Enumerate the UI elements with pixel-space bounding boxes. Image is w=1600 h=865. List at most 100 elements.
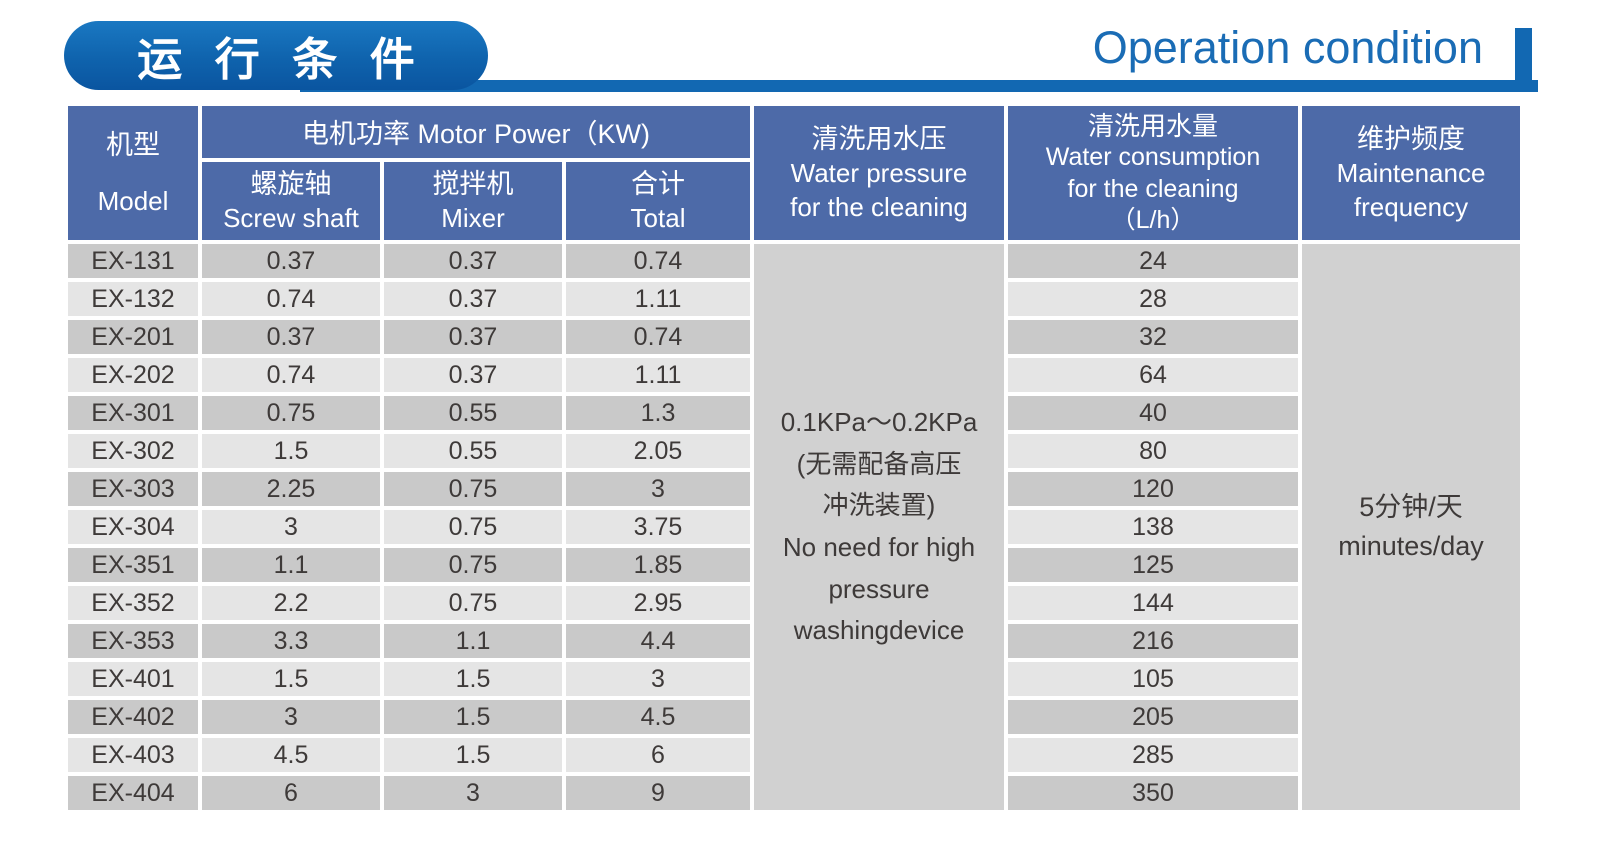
col-header-water-consumption-en2: for the cleaning — [1067, 174, 1239, 203]
table-row: EX-201 0.37 0.37 0.74 32 — [68, 320, 1520, 354]
total-cell: 9 — [566, 776, 751, 810]
table-row: EX-402 3 1.5 4.5 205 — [68, 700, 1520, 734]
model-cell: EX-202 — [68, 358, 198, 392]
water-consumption-cell: 40 — [1008, 396, 1299, 430]
model-cell: EX-401 — [68, 662, 198, 696]
page-title-en: Operation condition — [1092, 22, 1483, 73]
total-cell: 0.74 — [566, 244, 751, 278]
total-cell: 3 — [566, 472, 751, 506]
total-cell: 2.05 — [566, 434, 751, 468]
model-cell: EX-402 — [68, 700, 198, 734]
total-cell: 6 — [566, 738, 751, 772]
model-cell: EX-352 — [68, 586, 198, 620]
table-row: EX-301 0.75 0.55 1.3 40 — [68, 396, 1520, 430]
water-pressure-note-cell-line: pressure — [828, 573, 930, 604]
model-cell: EX-403 — [68, 738, 198, 772]
screw-shaft-cell: 1.5 — [202, 434, 380, 468]
screw-shaft-cell: 2.25 — [202, 472, 380, 506]
table-header: 机型 Model 电机功率 Motor Power（KW) 清洗用水压 Wate… — [68, 106, 1521, 240]
mixer-cell: 1.5 — [384, 738, 562, 772]
model-cell: EX-353 — [68, 624, 198, 658]
col-header-water-pressure: 清洗用水压 Water pressure for the cleaning — [754, 106, 1005, 240]
mixer-cell: 0.37 — [384, 320, 562, 354]
col-header-screw-shaft-zh: 螺旋轴 — [250, 168, 332, 199]
table-row: EX-304 3 0.75 3.75 138 — [68, 510, 1520, 544]
model-cell: EX-301 — [68, 396, 198, 430]
col-header-mixer-zh: 搅拌机 — [432, 168, 514, 199]
screw-shaft-cell: 6 — [202, 776, 380, 810]
col-header-water-consumption: 清洗用水量 Water consumption for the cleaning… — [1008, 106, 1299, 240]
col-header-screw-shaft-en: Screw shaft — [223, 203, 359, 234]
col-header-water-consumption-zh: 清洗用水量 — [1088, 110, 1219, 141]
water-pressure-note-cell-line: (无需配备高压 — [796, 448, 962, 479]
water-pressure-note-cell-line: No need for high — [782, 532, 976, 562]
mixer-cell: 3 — [384, 776, 562, 810]
col-header-motor-power: 电机功率 Motor Power（KW) — [202, 106, 751, 158]
table-row: EX-302 1.5 0.55 2.05 80 — [68, 434, 1520, 468]
water-consumption-cell: 28 — [1008, 282, 1299, 316]
table-row: EX-352 2.2 0.75 2.95 144 — [68, 586, 1520, 620]
screw-shaft-cell: 0.74 — [202, 282, 380, 316]
mixer-cell: 0.75 — [384, 548, 562, 582]
header-accent-end-bar — [1515, 28, 1532, 92]
model-cell: EX-201 — [68, 320, 198, 354]
screw-shaft-cell: 0.37 — [202, 320, 380, 354]
water-consumption-cell: 285 — [1008, 738, 1299, 772]
total-cell: 3 — [566, 662, 751, 696]
col-header-total: 合计 Total — [566, 161, 751, 240]
screw-shaft-cell: 1.1 — [202, 548, 380, 582]
water-pressure-note-cell-line: washingdevice — [793, 615, 965, 646]
water-consumption-cell: 24 — [1008, 244, 1299, 278]
screw-shaft-cell: 0.75 — [202, 396, 380, 430]
total-cell: 4.4 — [566, 624, 751, 658]
water-consumption-cell: 32 — [1008, 320, 1299, 354]
total-cell: 0.74 — [566, 320, 751, 354]
mixer-cell: 1.1 — [384, 624, 562, 658]
table-row: EX-303 2.25 0.75 3 120 — [68, 472, 1520, 506]
total-cell: 1.11 — [566, 282, 751, 316]
page-header: 运 行 条 件 Operation condition — [0, 0, 1600, 100]
model-cell: EX-351 — [68, 548, 198, 582]
model-cell: EX-131 — [68, 244, 198, 278]
water-pressure-note-cell: 0.1KPa～0.2KPa (无需配备高压 冲洗装置) No need for hig… — [754, 244, 1005, 810]
col-header-model-zh: 机型 — [106, 130, 160, 161]
screw-shaft-cell: 2.2 — [202, 586, 380, 620]
col-header-water-pressure-zh: 清洗用水压 — [811, 123, 947, 154]
table-row: EX-403 4.5 1.5 6 285 — [68, 738, 1520, 772]
col-header-total-zh: 合计 — [631, 168, 685, 199]
water-pressure-note-cell-line: 0.1KPa～0.2KPa — [780, 407, 978, 438]
water-consumption-cell: 80 — [1008, 434, 1299, 468]
screw-shaft-cell: 3 — [202, 700, 380, 734]
water-consumption-cell: 144 — [1008, 586, 1299, 620]
mixer-cell: 0.75 — [384, 586, 562, 620]
mixer-cell: 0.75 — [384, 472, 562, 506]
col-header-maintenance-zh: 维护频度 — [1357, 123, 1466, 154]
screw-shaft-cell: 0.37 — [202, 244, 380, 278]
col-header-water-consumption-unit: （L/h） — [1110, 205, 1196, 234]
screw-shaft-cell: 0.74 — [202, 358, 380, 392]
total-cell: 1.3 — [566, 396, 751, 430]
col-header-maintenance-en2: frequency — [1353, 192, 1469, 223]
water-consumption-cell: 64 — [1008, 358, 1299, 392]
water-consumption-cell: 350 — [1008, 776, 1299, 810]
col-header-mixer-en: Mixer — [441, 203, 505, 234]
col-header-maintenance: 维护频度 Maintenance frequency — [1302, 106, 1521, 240]
mixer-cell: 0.37 — [384, 358, 562, 392]
col-header-screw-shaft: 螺旋轴 Screw shaft — [202, 161, 380, 240]
header-accent-line — [300, 80, 1538, 92]
mixer-cell: 1.5 — [384, 662, 562, 696]
col-header-water-pressure-en2: for the cleaning — [790, 192, 968, 223]
model-cell: EX-302 — [68, 434, 198, 468]
screw-shaft-cell: 4.5 — [202, 738, 380, 772]
total-cell: 2.95 — [566, 586, 751, 620]
maintenance-frequency-cell-line: minutes/day — [1338, 531, 1484, 561]
col-header-model: 机型 Model — [68, 106, 198, 240]
total-cell: 1.11 — [566, 358, 751, 392]
operation-condition-table: 机型 Model 电机功率 Motor Power（KW) 清洗用水压 Wate… — [64, 102, 1524, 814]
page-title-zh: 运 行 条 件 — [137, 34, 425, 85]
mixer-cell: 0.37 — [384, 282, 562, 316]
total-cell: 4.5 — [566, 700, 751, 734]
maintenance-frequency-cell-line: 5分钟/天 — [1359, 491, 1463, 522]
table-row: EX-132 0.74 0.37 1.11 28 — [68, 282, 1520, 316]
total-cell: 3.75 — [566, 510, 751, 544]
